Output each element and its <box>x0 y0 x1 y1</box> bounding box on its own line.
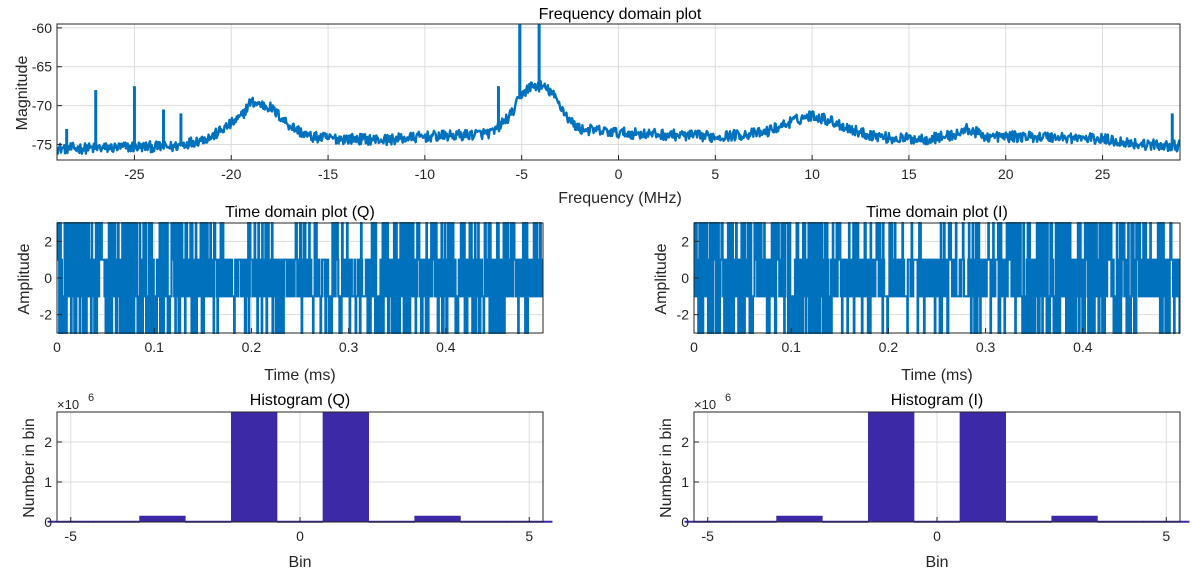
histQ-ytick-label-1: 1 <box>44 474 52 490</box>
timeQ-title: Time domain plot (Q) <box>225 204 375 221</box>
freq-title: Frequency domain plot <box>539 6 702 23</box>
histQ-xtick-label-1: 0 <box>296 528 304 544</box>
histI-xtick-label-2: 5 <box>1162 528 1170 544</box>
freq-xtick-label-5: 0 <box>615 166 623 182</box>
histQ-bar-6 <box>322 411 370 523</box>
timeI-xtick-label-0: 0 <box>690 339 698 355</box>
freq-axes: -25 -20 -15 -10 -5 0 5 10 15 20 25 -75 -70 -65 -60 <box>32 20 1181 182</box>
timeQ-ytick-label-1: 0 <box>44 270 52 286</box>
freq-xtick-label-1: -20 <box>221 166 241 182</box>
histQ-grid <box>57 412 543 523</box>
timeQ-xlabel: Time (ms) <box>264 367 335 384</box>
freq-xtick-label-7: 10 <box>804 166 820 182</box>
histI-ytick-label-0: 0 <box>681 514 689 530</box>
histI-exponent-power: 6 <box>725 392 731 404</box>
histI-bar-4 <box>867 411 915 523</box>
histI-frame <box>693 411 1181 523</box>
timeI-xtick-label-3: 0.3 <box>976 339 996 355</box>
timeI-ylabel: Amplitude <box>653 243 670 314</box>
timeQ-ytick-label-2: 2 <box>44 233 52 249</box>
histI-marks <box>684 411 1190 523</box>
freq-xtick-label-2: -15 <box>318 166 338 182</box>
timeI-xtick-label-4: 0.4 <box>1073 339 1093 355</box>
timeI-xtick-label-2: 0.2 <box>879 339 899 355</box>
timeQ-plot: 0 0.1 0.2 0.3 0.4-202 Time domain plot (Q) T… <box>16 204 544 384</box>
histI-xtick-label-0: -5 <box>702 528 715 544</box>
histI-bar-2 <box>776 515 823 523</box>
freq-xtick-label-3: -10 <box>415 166 435 182</box>
timeI-plot: 0 0.1 0.2 0.3 0.4-202 Time domain plot (I) T… <box>653 204 1181 384</box>
timeQ-ytick-label-0: -2 <box>40 307 53 323</box>
freq-xtick-label-4: -5 <box>515 166 528 182</box>
freq-xtick-label-0: -25 <box>124 166 144 182</box>
freq-marks <box>57 24 1180 155</box>
histQ-ytick-label-2: 2 <box>44 434 52 450</box>
histI-ytick-label-1: 1 <box>681 474 689 490</box>
timeI-frame <box>693 222 1181 334</box>
timeQ-marks <box>57 222 543 334</box>
timeQ-xtick-label-2: 0.2 <box>242 339 262 355</box>
freq-xtick-label-10: 25 <box>1095 166 1111 182</box>
timeQ-xtick-label-1: 0.1 <box>144 339 164 355</box>
histI-ylabel: Number in bin <box>658 418 675 518</box>
timeQ-frame <box>56 222 544 334</box>
freq-series <box>57 80 1180 155</box>
histQ-xtick-label-0: -5 <box>65 528 78 544</box>
timeI-ytick-label-0: -2 <box>677 307 690 323</box>
timeQ-ylabel: Amplitude <box>16 243 33 314</box>
histQ-exponent-power: 6 <box>88 392 94 404</box>
freq-ytick-label-2: -65 <box>32 59 52 75</box>
freq-plot: -25 -20 -15 -10 -5 0 5 10 15 20 25 -75 -70 -65 -60 Fre… <box>14 6 1181 207</box>
timeQ-series <box>57 222 543 334</box>
histQ-ylabel: Number in bin <box>21 418 38 518</box>
histI-axes: -5 0 5 0 1 2 <box>681 411 1181 544</box>
histI-bar-6 <box>959 411 1007 523</box>
freq-ylabel: Magnitude <box>14 56 31 131</box>
histI-xlabel: Bin <box>925 554 948 571</box>
timeQ-xtick-label-4: 0.4 <box>436 339 456 355</box>
timeI-xtick-label-1: 0.1 <box>781 339 801 355</box>
histQ-exponent-base: ×10 <box>57 397 79 412</box>
freq-xtick-label-9: 20 <box>998 166 1014 182</box>
timeI-title: Time domain plot (I) <box>866 204 1008 221</box>
histQ-marks <box>47 411 553 523</box>
timeQ-xtick-label-3: 0.3 <box>339 339 359 355</box>
freq-xlabel: Frequency (MHz) <box>558 190 682 207</box>
freq-frame <box>56 23 1181 161</box>
timeI-axes: 0 0.1 0.2 0.3 0.4-202 <box>677 222 1181 355</box>
histQ-frame <box>56 411 544 523</box>
timeQ-xtick-label-0: 0 <box>53 339 61 355</box>
freq-ytick-label-1: -70 <box>32 98 52 114</box>
histQ-xlabel: Bin <box>288 554 311 571</box>
histQ-bar-4 <box>230 411 278 523</box>
histQ-ytick-label-0: 0 <box>44 514 52 530</box>
freq-xtick-label-6: 5 <box>711 166 719 182</box>
timeI-ytick-label-2: 2 <box>681 233 689 249</box>
timeQ-axes: 0 0.1 0.2 0.3 0.4-202 <box>40 222 544 355</box>
histQ-title: Histogram (Q) <box>250 392 350 409</box>
freq-xtick-label-8: 15 <box>901 166 917 182</box>
histQ-axes: -5 0 5 0 1 2 <box>44 411 544 544</box>
timeI-xlabel: Time (ms) <box>901 367 972 384</box>
histI-ytick-label-2: 2 <box>681 434 689 450</box>
histI-xtick-label-1: 0 <box>933 528 941 544</box>
histI-exponent-base: ×10 <box>694 397 716 412</box>
histQ-bar-2 <box>139 515 186 523</box>
freq-ytick-label-0: -75 <box>32 136 52 152</box>
histQ-xtick-label-2: 5 <box>525 528 533 544</box>
histQ-bar-8 <box>414 515 461 523</box>
histI-grid <box>694 412 1180 523</box>
freq-ytick-label-3: -60 <box>32 20 52 36</box>
histI-bar-8 <box>1051 515 1098 523</box>
timeI-ytick-label-1: 0 <box>681 270 689 286</box>
histI-title: Histogram (I) <box>891 392 983 409</box>
